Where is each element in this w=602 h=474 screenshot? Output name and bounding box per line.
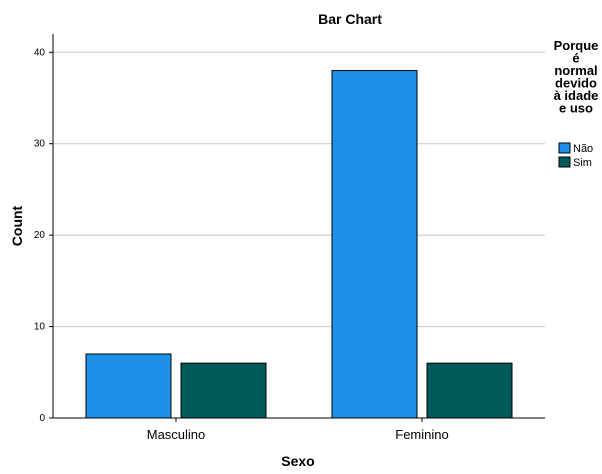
legend-swatch bbox=[558, 156, 571, 168]
y-tick-label: 0 bbox=[39, 413, 45, 424]
legend-title-line: Porque bbox=[554, 38, 599, 53]
legend-title-line: normal bbox=[554, 63, 597, 78]
legend-title-line: e uso bbox=[559, 101, 593, 116]
legend-label: Sim bbox=[573, 157, 592, 169]
y-axis-title: Count bbox=[9, 205, 25, 246]
bar-n-o-masculino bbox=[85, 353, 172, 419]
y-tick-label: 10 bbox=[34, 322, 46, 333]
bar-n-o-feminino bbox=[331, 70, 418, 419]
legend-title-line: é bbox=[572, 51, 579, 66]
chart-title: Bar Chart bbox=[318, 11, 382, 27]
bar-sim-masculino bbox=[180, 362, 267, 419]
legend-title-line: devido bbox=[555, 76, 597, 91]
legend-title-line: à idade bbox=[554, 88, 599, 103]
bar-sim-feminino bbox=[426, 362, 513, 419]
y-tick-label: 40 bbox=[34, 47, 46, 58]
legend-label: Não bbox=[573, 143, 593, 155]
plot-area: 0 10 20 30 40 Masculino Feminino bbox=[34, 34, 545, 442]
x-tick-label: Masculino bbox=[147, 427, 206, 442]
legend-swatch bbox=[558, 142, 571, 154]
y-tick-label: 30 bbox=[34, 139, 46, 150]
x-tick-label: Feminino bbox=[395, 427, 448, 442]
x-axis-title: Sexo bbox=[281, 453, 314, 469]
y-tick-label: 20 bbox=[34, 230, 46, 241]
